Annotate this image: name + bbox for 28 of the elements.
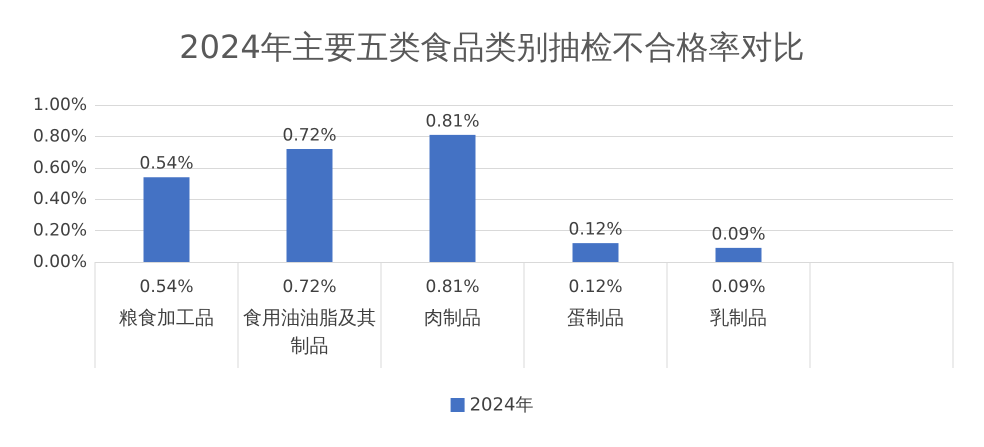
bar	[572, 243, 618, 262]
x-tick-label: 乳制品	[710, 307, 767, 329]
text: 0.54%	[139, 154, 194, 174]
y-tick-label: 0.40%	[32, 189, 87, 210]
x-tick-label: 粮食加工品	[119, 307, 214, 329]
bar	[144, 177, 190, 262]
data-label: 0.54%	[139, 277, 194, 297]
x-tick-label: 食用油油脂及其制品	[243, 307, 376, 357]
bar	[286, 148, 332, 262]
y-tick-label: 0.60%	[32, 158, 87, 178]
data-label: 0.12%	[568, 277, 623, 297]
text: 0.12%	[568, 220, 623, 240]
y-tick-label: 0.80%	[32, 126, 87, 146]
data-label: 0.72%	[282, 277, 337, 297]
text: 0.09%	[711, 224, 766, 244]
x-tick-label: 肉制品	[424, 307, 481, 329]
y-tick-label: 1.00%	[32, 95, 87, 115]
data-label: 0.09%	[711, 277, 766, 297]
text: 0.72%	[282, 125, 337, 146]
data-label: 0.81%	[425, 277, 480, 297]
y-tick-label: 0.20%	[32, 220, 87, 241]
chart-title: 2024年主要五类食品类别抽检不合格率对比	[179, 28, 805, 66]
text: 0.81%	[425, 111, 480, 132]
y-tick-label: 0.00%	[32, 252, 87, 272]
bar	[716, 248, 762, 262]
bar	[430, 134, 476, 262]
legend-label: 2024年	[470, 394, 534, 416]
x-tick-label: 蛋制品	[567, 307, 624, 329]
